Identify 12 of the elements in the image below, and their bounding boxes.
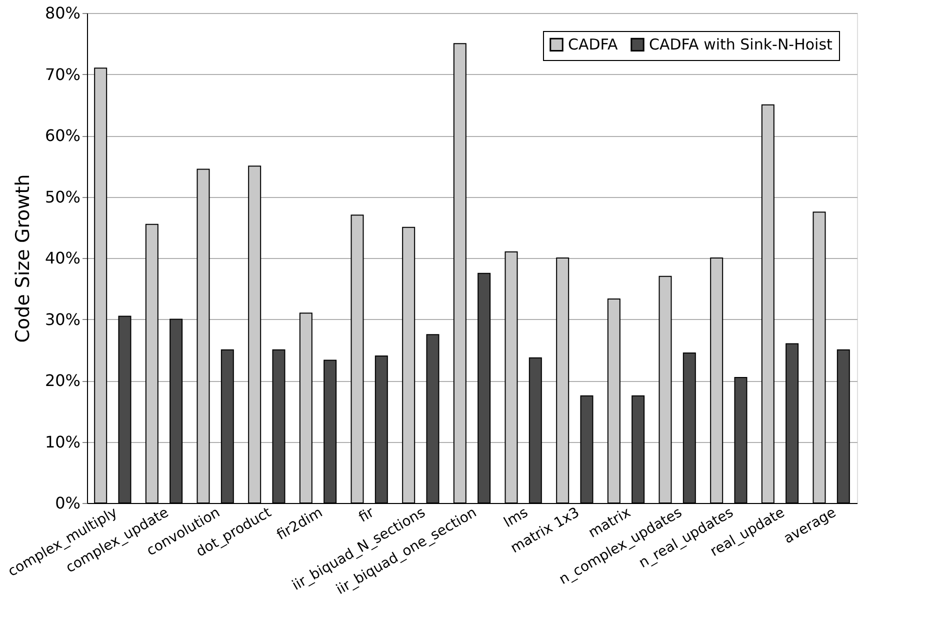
y-tick-label: 40% bbox=[44, 248, 80, 268]
y-tick-label: 10% bbox=[44, 432, 80, 452]
y-tick-label: 30% bbox=[44, 310, 80, 329]
y-axis-title: Code Size Growth bbox=[12, 174, 34, 343]
legend-label: CADFA bbox=[568, 36, 619, 54]
y-tick-label: 70% bbox=[44, 64, 80, 84]
y-tick-label: 80% bbox=[44, 4, 80, 22]
y-tick-label: 50% bbox=[44, 187, 80, 206]
y-tick-label: 20% bbox=[44, 371, 80, 390]
y-tick-label: 0% bbox=[55, 494, 80, 512]
legend-label: CADFA with Sink-N-Hoist bbox=[649, 36, 833, 54]
y-tick-label: 60% bbox=[44, 126, 80, 145]
